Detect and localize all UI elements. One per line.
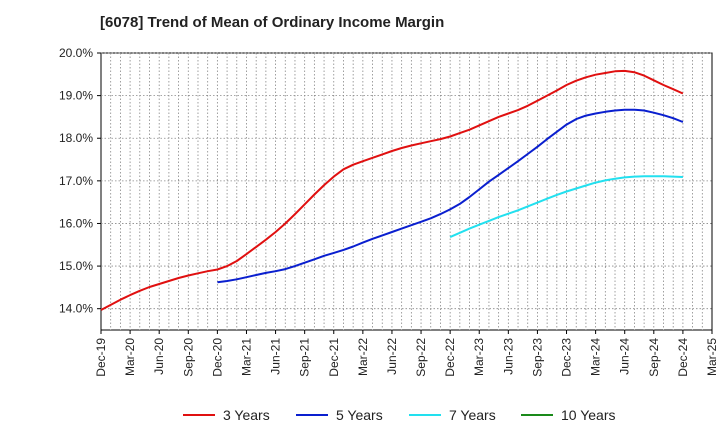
y-tick-label: 20.0% [59,46,93,60]
x-tick-label: Sep-22 [414,338,428,377]
legend-label: 10 Years [561,407,616,423]
x-tick-label: Jun-23 [501,338,515,375]
series-lines [100,69,684,311]
x-tick-label: Sep-24 [647,338,661,377]
x-tick-label: Sep-20 [181,338,195,377]
legend: 3 Years 5 Years 7 Years 10 Years [183,407,616,423]
series-line [449,175,683,239]
y-tick-label: 19.0% [59,89,93,103]
x-tick-label: Sep-23 [530,338,544,377]
x-tick-label: Dec-23 [560,338,574,377]
x-tick-label: Dec-20 [210,338,224,377]
x-tick-label: Mar-25 [705,338,719,376]
y-axis-ticks: 14.0% 15.0% 16.0% 17.0% 18.0% 19.0% 20.0% [59,46,101,316]
x-tick-label: Dec-22 [443,338,457,377]
y-tick-label: 15.0% [59,259,93,273]
x-tick-label: Mar-22 [356,338,370,376]
series-line [217,108,684,284]
x-tick-label: Jun-20 [152,338,166,375]
x-tick-label: Dec-24 [676,338,690,377]
x-tick-label: Mar-20 [123,338,137,376]
y-tick-label: 17.0% [59,174,93,188]
x-tick-label: Dec-19 [94,338,108,377]
chart-title: [6078] Trend of Mean of Ordinary Income … [100,14,445,31]
legend-label: 5 Years [336,407,383,423]
legend-label: 7 Years [449,407,496,423]
y-tick-label: 18.0% [59,131,93,145]
x-tick-label: Dec-21 [327,338,341,377]
x-tick-label: Jun-24 [618,338,632,375]
y-tick-label: 14.0% [59,302,93,316]
x-axis-ticks: Dec-19 Mar-20 Jun-20 Sep-20 Dec-20 Mar-21 Jun-… [94,330,719,377]
x-tick-label: Mar-23 [472,338,486,376]
legend-label: 3 Years [223,407,270,423]
x-tick-label: Mar-21 [239,338,253,376]
grid-lines [101,52,712,330]
x-tick-label: Jun-22 [385,338,399,375]
x-tick-label: Sep-21 [298,338,312,377]
x-tick-label: Jun-21 [269,338,283,375]
x-tick-label: Mar-24 [589,338,603,376]
plot-area [100,52,713,331]
series-line [100,69,684,311]
y-tick-label: 16.0% [59,216,93,230]
